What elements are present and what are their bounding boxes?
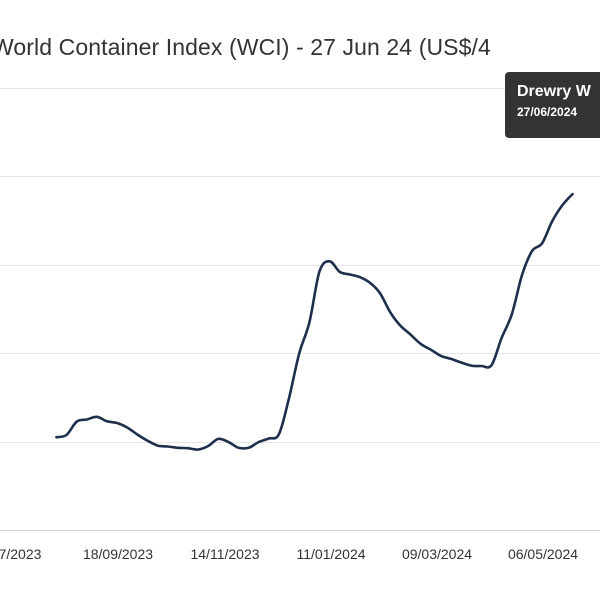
tooltip-date: 27/06/2024 <box>517 105 578 119</box>
x-tick-label: 06/05/2024 <box>508 546 578 562</box>
x-tick-label: 18/09/2023 <box>83 546 153 562</box>
x-tick-label: 14/11/2023 <box>190 546 259 562</box>
series-line <box>55 192 574 451</box>
series-group <box>55 192 574 451</box>
tooltip: Drewry W 27/06/2024 <box>505 72 600 138</box>
x-tick-labels: 7/2023 18/09/2023 14/11/2023 11/01/2024 09/0… <box>0 546 578 562</box>
x-tick-label: 11/01/2024 <box>296 546 365 562</box>
chart-title: World Container Index (WCI) - 27 Jun 24 … <box>0 34 491 60</box>
x-tick-label: 7/2023 <box>0 546 42 562</box>
x-tick-label: 09/03/2024 <box>402 546 472 562</box>
grid-lines <box>0 88 600 531</box>
tooltip-series-name: Drewry W <box>517 83 591 100</box>
